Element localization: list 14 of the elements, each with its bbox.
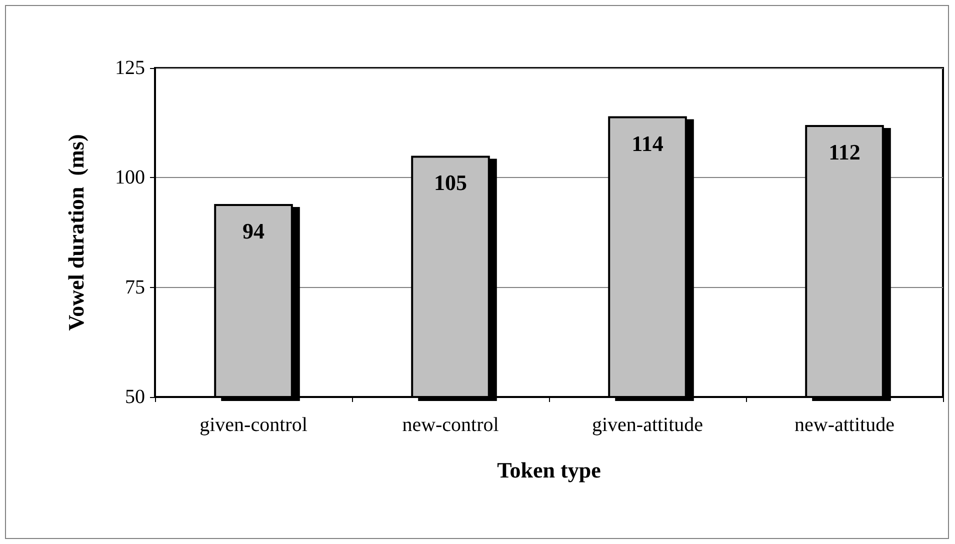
data-label: 94	[242, 218, 264, 244]
y-tick-label: 75	[125, 276, 145, 298]
x-tick-label: new-control	[402, 414, 500, 436]
data-label: 112	[828, 140, 860, 165]
y-tick-label: 50	[125, 386, 145, 408]
data-label: 105	[434, 170, 467, 196]
x-axis-title: Token type	[497, 458, 602, 482]
y-tick-label: 125	[115, 57, 145, 79]
data-label: 114	[632, 130, 664, 156]
y-axis-title: Vowel duration (ms)	[64, 134, 88, 331]
x-tick-label: given-attitude	[592, 414, 704, 436]
y-tick-label: 100	[115, 166, 145, 189]
x-tick-label: new-attitude	[794, 414, 895, 436]
x-tick-label: given-control	[200, 414, 308, 436]
